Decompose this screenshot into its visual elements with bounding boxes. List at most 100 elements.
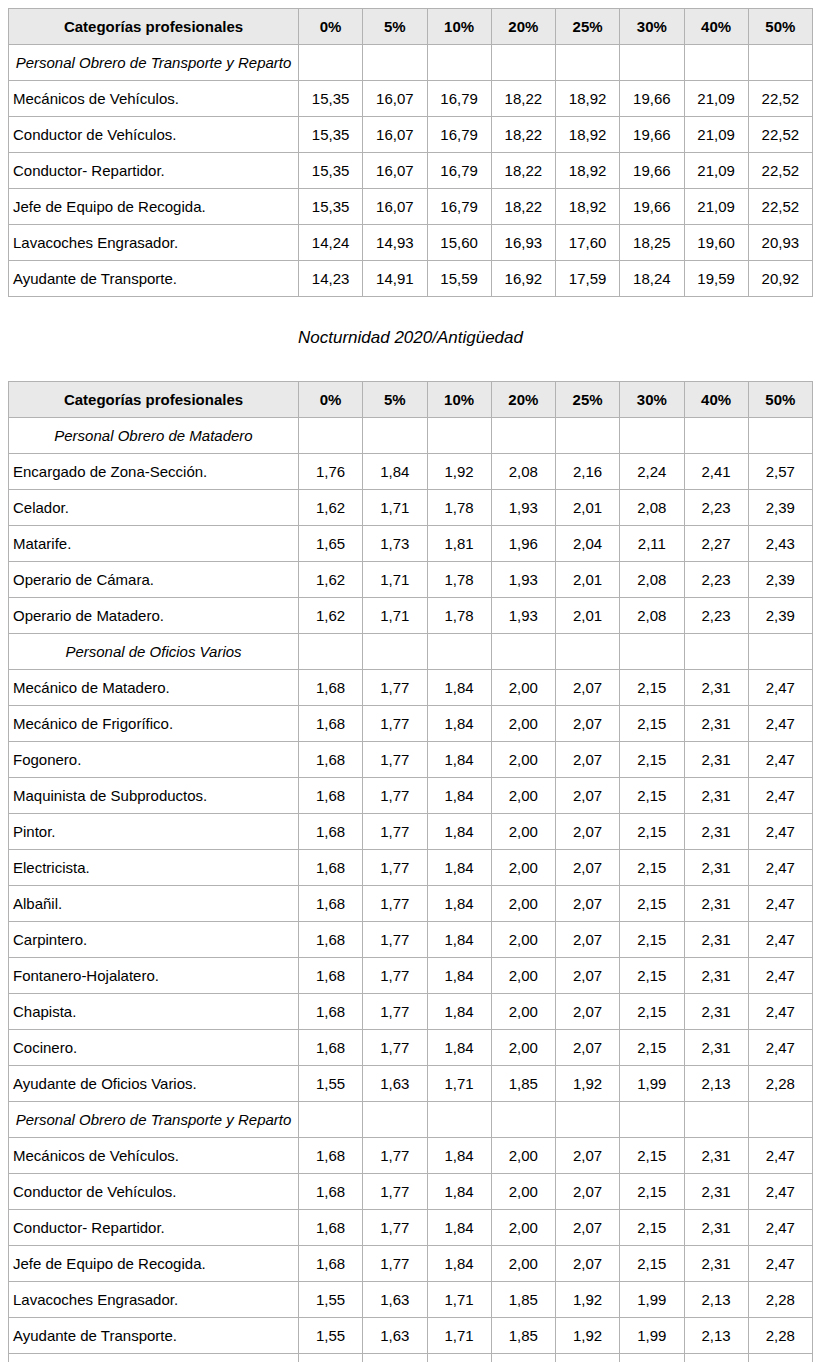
column-header-percent: 20% xyxy=(491,382,555,418)
value-cell: 2,07 xyxy=(556,994,620,1030)
value-cell: 21,09 xyxy=(684,81,748,117)
value-cell: 1,71 xyxy=(427,1318,491,1354)
table-row: Matarife.1,651,731,811,962,042,112,272,4… xyxy=(9,526,813,562)
value-cell: 2,47 xyxy=(748,1030,812,1066)
value-cell: 1,77 xyxy=(363,886,427,922)
row-label: Electricista. xyxy=(9,850,299,886)
empty-cell xyxy=(556,1354,620,1362)
table-row: Pintor.1,681,771,842,002,072,152,312,47 xyxy=(9,814,813,850)
value-cell: 2,00 xyxy=(491,1174,555,1210)
value-cell: 16,79 xyxy=(427,189,491,225)
empty-cell xyxy=(363,1102,427,1138)
value-cell: 2,23 xyxy=(684,562,748,598)
value-cell: 2,31 xyxy=(684,706,748,742)
value-cell: 1,84 xyxy=(427,922,491,958)
value-cell: 2,00 xyxy=(491,1030,555,1066)
value-cell: 16,07 xyxy=(363,81,427,117)
empty-cell xyxy=(684,418,748,454)
value-cell: 2,23 xyxy=(684,598,748,634)
value-cell: 2,04 xyxy=(556,526,620,562)
value-cell: 1,77 xyxy=(363,1030,427,1066)
clipped-partial-row xyxy=(9,1354,813,1362)
value-cell: 21,09 xyxy=(684,153,748,189)
value-cell: 1,78 xyxy=(427,490,491,526)
value-cell: 22,52 xyxy=(748,189,812,225)
empty-cell xyxy=(620,45,684,81)
value-cell: 17,59 xyxy=(556,261,620,297)
empty-cell xyxy=(684,1354,748,1362)
empty-cell xyxy=(299,45,363,81)
value-cell: 2,08 xyxy=(491,454,555,490)
value-cell: 1,62 xyxy=(299,490,363,526)
value-cell: 1,84 xyxy=(427,958,491,994)
empty-cell xyxy=(299,634,363,670)
empty-cell xyxy=(491,634,555,670)
value-cell: 2,13 xyxy=(684,1318,748,1354)
value-cell: 1,84 xyxy=(427,1246,491,1282)
value-cell: 16,79 xyxy=(427,81,491,117)
value-cell: 1,84 xyxy=(427,670,491,706)
value-cell: 19,59 xyxy=(684,261,748,297)
value-cell: 2,31 xyxy=(684,886,748,922)
empty-cell xyxy=(363,634,427,670)
empty-cell xyxy=(299,1354,363,1362)
empty-cell xyxy=(684,1102,748,1138)
value-cell: 2,15 xyxy=(620,922,684,958)
empty-cell xyxy=(556,1102,620,1138)
value-cell: 1,92 xyxy=(556,1318,620,1354)
value-cell: 1,62 xyxy=(299,562,363,598)
value-cell: 18,22 xyxy=(491,81,555,117)
column-header-percent: 30% xyxy=(620,382,684,418)
value-cell: 15,59 xyxy=(427,261,491,297)
value-cell: 1,68 xyxy=(299,850,363,886)
row-label: Pintor. xyxy=(9,814,299,850)
value-cell: 1,84 xyxy=(363,454,427,490)
row-label: Encargado de Zona-Sección. xyxy=(9,454,299,490)
value-cell: 1,84 xyxy=(427,994,491,1030)
section-name: Personal Obrero de Matadero xyxy=(9,418,299,454)
table-row: Conductor- Repartidor.1,681,771,842,002,… xyxy=(9,1210,813,1246)
value-cell: 1,84 xyxy=(427,1210,491,1246)
empty-cell xyxy=(684,634,748,670)
empty-cell xyxy=(556,634,620,670)
empty-cell xyxy=(299,1102,363,1138)
row-label: Lavacoches Engrasador. xyxy=(9,1282,299,1318)
value-cell: 1,68 xyxy=(299,670,363,706)
value-cell: 2,07 xyxy=(556,1174,620,1210)
row-label: Mecánicos de Vehículos. xyxy=(9,81,299,117)
value-cell: 1,68 xyxy=(299,814,363,850)
value-cell: 16,07 xyxy=(363,117,427,153)
value-cell: 2,47 xyxy=(748,814,812,850)
column-header-percent: 25% xyxy=(556,9,620,45)
value-cell: 1,78 xyxy=(427,562,491,598)
empty-cell xyxy=(491,1354,555,1362)
value-cell: 1,68 xyxy=(299,958,363,994)
value-cell: 2,39 xyxy=(748,490,812,526)
empty-cell xyxy=(9,1354,299,1362)
value-cell: 2,31 xyxy=(684,922,748,958)
row-label: Conductor de Vehículos. xyxy=(9,117,299,153)
value-cell: 2,00 xyxy=(491,1246,555,1282)
value-cell: 18,92 xyxy=(556,117,620,153)
value-cell: 1,84 xyxy=(427,886,491,922)
value-cell: 2,07 xyxy=(556,1030,620,1066)
value-cell: 1,55 xyxy=(299,1066,363,1102)
row-label: Conductor de Vehículos. xyxy=(9,1174,299,1210)
value-cell: 2,15 xyxy=(620,670,684,706)
value-cell: 2,47 xyxy=(748,886,812,922)
value-cell: 1,77 xyxy=(363,850,427,886)
empty-cell xyxy=(684,45,748,81)
value-cell: 1,71 xyxy=(363,490,427,526)
value-cell: 2,57 xyxy=(748,454,812,490)
table-row: Jefe de Equipo de Recogida.1,681,771,842… xyxy=(9,1246,813,1282)
value-cell: 2,31 xyxy=(684,850,748,886)
value-cell: 2,00 xyxy=(491,958,555,994)
value-cell: 1,68 xyxy=(299,742,363,778)
empty-cell xyxy=(427,45,491,81)
value-cell: 1,73 xyxy=(363,526,427,562)
row-label: Jefe de Equipo de Recogida. xyxy=(9,189,299,225)
value-cell: 15,35 xyxy=(299,117,363,153)
nocturnidad-title: Nocturnidad 2020/Antigüedad xyxy=(8,327,813,348)
value-cell: 2,28 xyxy=(748,1066,812,1102)
value-cell: 2,00 xyxy=(491,994,555,1030)
